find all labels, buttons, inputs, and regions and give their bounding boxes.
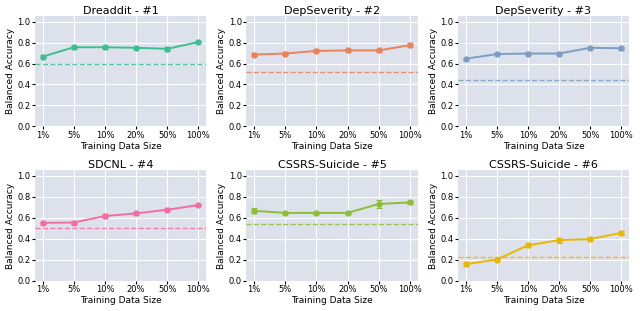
- X-axis label: Training Data Size: Training Data Size: [291, 296, 373, 305]
- Y-axis label: Balanced Accuracy: Balanced Accuracy: [429, 183, 438, 268]
- X-axis label: Training Data Size: Training Data Size: [79, 142, 161, 151]
- Y-axis label: Balanced Accuracy: Balanced Accuracy: [217, 28, 226, 114]
- Title: CSSRS-Suicide - #6: CSSRS-Suicide - #6: [489, 160, 598, 170]
- Title: SDCNL - #4: SDCNL - #4: [88, 160, 153, 170]
- X-axis label: Training Data Size: Training Data Size: [502, 296, 584, 305]
- Y-axis label: Balanced Accuracy: Balanced Accuracy: [6, 183, 15, 268]
- Y-axis label: Balanced Accuracy: Balanced Accuracy: [217, 183, 226, 268]
- Title: Dreaddit - #1: Dreaddit - #1: [83, 6, 158, 16]
- Y-axis label: Balanced Accuracy: Balanced Accuracy: [429, 28, 438, 114]
- X-axis label: Training Data Size: Training Data Size: [502, 142, 584, 151]
- X-axis label: Training Data Size: Training Data Size: [79, 296, 161, 305]
- Y-axis label: Balanced Accuracy: Balanced Accuracy: [6, 28, 15, 114]
- Title: DepSeverity - #2: DepSeverity - #2: [284, 6, 380, 16]
- X-axis label: Training Data Size: Training Data Size: [291, 142, 373, 151]
- Title: DepSeverity - #3: DepSeverity - #3: [495, 6, 591, 16]
- Title: CSSRS-Suicide - #5: CSSRS-Suicide - #5: [278, 160, 387, 170]
